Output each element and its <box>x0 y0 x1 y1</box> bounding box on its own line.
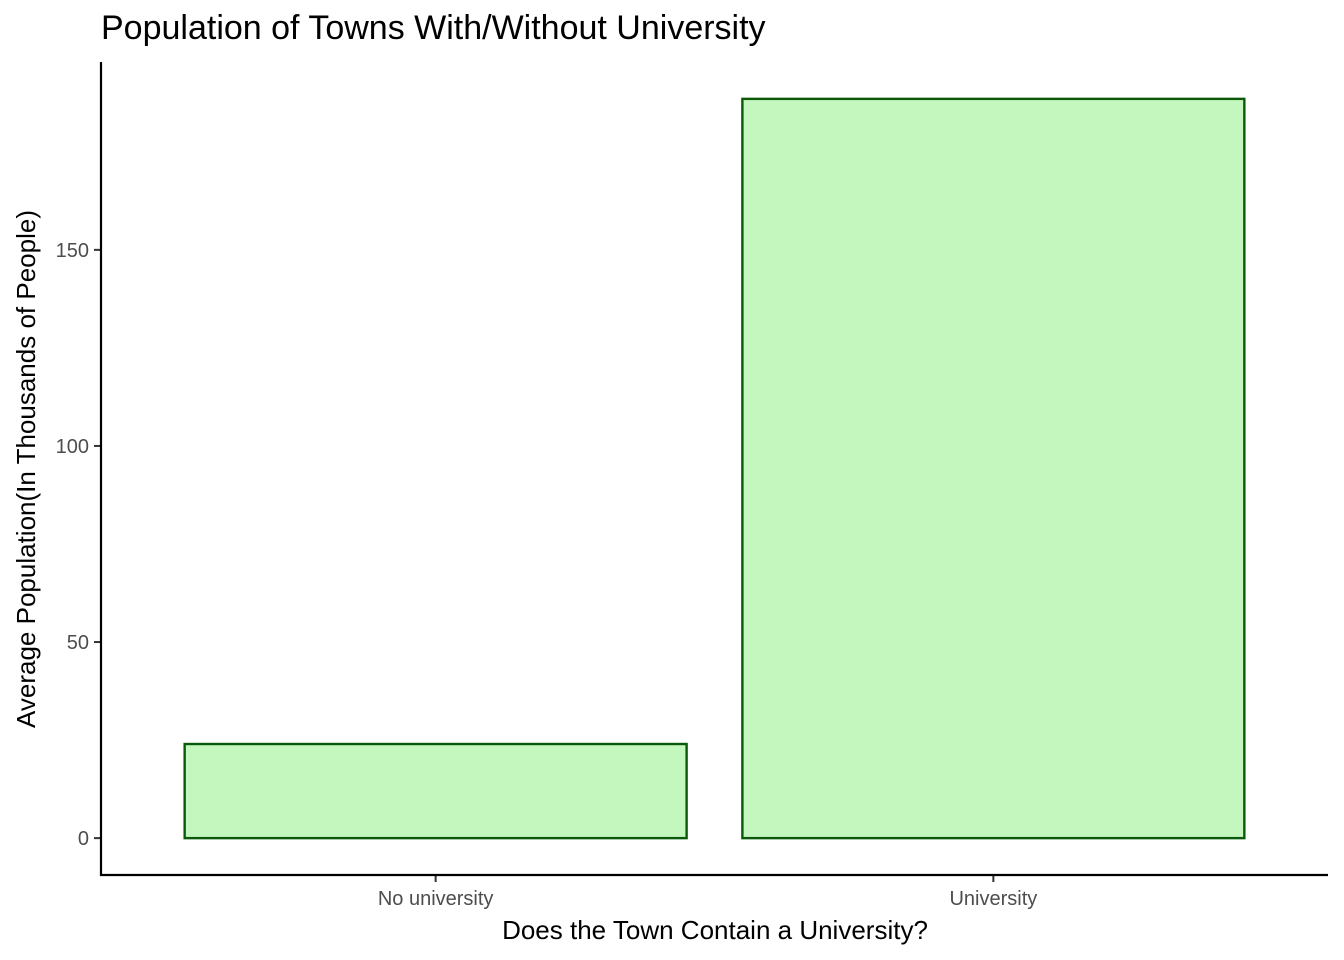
bar-no-university <box>183 742 688 840</box>
chart-title: Population of Towns With/Without Univers… <box>101 9 766 47</box>
x-tick-label: University <box>949 888 1037 910</box>
y-tick-label: 100 <box>56 436 89 458</box>
y-axis-title: Average Population(In Thousands of Peopl… <box>11 210 41 728</box>
bars-group <box>183 97 1246 840</box>
plot-area: 0 50 100 150 No university University <box>56 62 1328 910</box>
y-axis-ticks: 0 50 100 150 <box>56 240 101 850</box>
x-axis-ticks: No university University <box>378 875 1037 910</box>
y-tick-label: 50 <box>67 632 89 654</box>
x-axis-title: Does the Town Contain a University? <box>502 915 928 945</box>
x-tick-label: No university <box>378 888 494 910</box>
y-tick-label: 150 <box>56 240 89 262</box>
y-tick-label: 0 <box>78 828 89 850</box>
bar-university <box>741 97 1246 840</box>
